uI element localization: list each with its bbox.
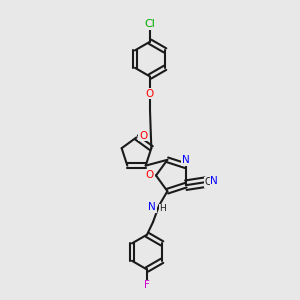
Text: Cl: Cl [145,19,155,29]
Text: N: N [211,176,218,186]
Text: O: O [145,170,154,181]
Text: F: F [144,280,150,290]
Text: O: O [146,89,154,99]
Text: N: N [148,202,156,212]
Text: C: C [204,177,211,187]
Text: O: O [139,131,147,141]
Text: N: N [182,155,190,165]
Text: H: H [159,204,166,213]
